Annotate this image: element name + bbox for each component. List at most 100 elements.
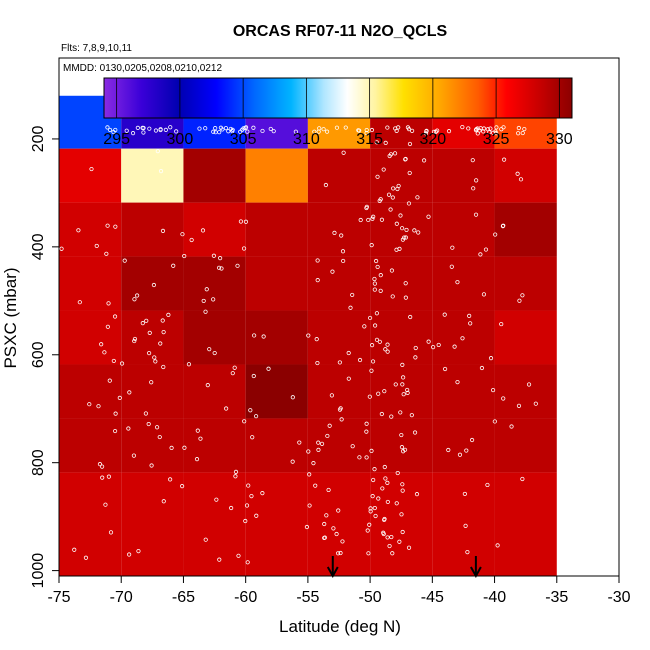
heatmap-cell <box>307 472 371 576</box>
heatmap-cell <box>432 364 495 419</box>
sample-point <box>370 359 376 364</box>
heatmap-cell <box>183 472 246 576</box>
sample-point <box>516 125 521 131</box>
heatmap-cell <box>59 418 122 473</box>
sample-point <box>399 445 405 450</box>
sample-point <box>218 256 223 261</box>
colorbar-tick-label: 330 <box>546 131 573 148</box>
sample-point <box>316 129 321 134</box>
sample-point <box>105 324 110 329</box>
heatmap-cell <box>494 310 557 365</box>
sample-point <box>182 253 187 259</box>
sample-point <box>244 503 250 508</box>
sample-point <box>96 404 101 409</box>
sample-point <box>399 512 404 517</box>
sample-point <box>329 393 334 398</box>
sample-point <box>455 379 460 385</box>
sample-point <box>401 375 406 380</box>
sample-point <box>322 521 327 527</box>
colorbar-tick-label: 315 <box>356 131 383 148</box>
heatmap-cell <box>494 202 557 257</box>
sample-point <box>374 258 379 264</box>
sample-point <box>119 361 125 366</box>
sample-point <box>386 192 392 197</box>
heatmap-cell <box>121 364 184 419</box>
sample-point <box>455 280 460 285</box>
sample-point <box>481 129 486 134</box>
heatmap-cell <box>370 148 433 203</box>
sample-point <box>404 227 409 233</box>
x-axis: -75 -70 -65 -60 -55 -50 -45 -40 -35 -30 <box>47 576 631 606</box>
heatmap-cell <box>121 148 184 203</box>
sample-point <box>226 129 231 134</box>
sample-point <box>390 195 395 200</box>
sample-point <box>340 539 345 544</box>
sample-point <box>400 488 405 493</box>
heatmap-cell <box>59 310 122 365</box>
sample-point <box>348 305 353 310</box>
heatmap-cell <box>121 418 184 473</box>
sample-point <box>252 333 257 338</box>
sample-point <box>146 350 152 356</box>
sample-point <box>375 264 380 270</box>
sample-point <box>268 126 273 132</box>
sample-point <box>203 126 208 131</box>
x-tick-label: -60 <box>234 589 257 606</box>
sample-point <box>397 246 402 251</box>
sample-point <box>153 359 158 364</box>
sample-point <box>111 358 116 364</box>
sample-point <box>375 174 380 179</box>
sample-point <box>334 125 340 130</box>
heatmap-cell <box>121 256 184 311</box>
sample-point <box>293 129 298 134</box>
sample-point <box>152 355 157 360</box>
sample-point <box>402 235 407 240</box>
sample-point <box>108 530 114 535</box>
sample-point <box>204 287 209 292</box>
sample-point <box>364 130 369 136</box>
sample-point <box>357 128 362 133</box>
heatmap-cell <box>59 256 122 311</box>
heatmap-cell <box>183 256 246 311</box>
sample-point <box>387 543 392 549</box>
sample-point <box>242 419 247 424</box>
sample-point <box>97 462 103 467</box>
heatmap-cell <box>183 202 246 257</box>
y-axis: 200 400 600 800 1000 <box>30 125 59 588</box>
sample-point <box>369 127 375 133</box>
sample-point <box>400 362 405 367</box>
sample-point <box>403 235 408 240</box>
sample-point <box>158 341 163 346</box>
sample-point <box>406 127 412 132</box>
sample-point <box>189 237 194 243</box>
x-tick-label: -40 <box>483 589 506 606</box>
sample-point <box>372 281 377 286</box>
heatmap-cell <box>432 472 495 576</box>
sample-point <box>370 343 375 348</box>
x-tick-label: -55 <box>296 589 319 606</box>
sample-point <box>488 126 493 131</box>
sample-point <box>426 214 431 219</box>
sample-point <box>372 467 377 472</box>
sample-point <box>112 314 118 319</box>
sample-point <box>501 157 507 162</box>
sample-point <box>154 425 160 430</box>
sample-point <box>233 474 238 479</box>
sample-point <box>107 378 112 383</box>
sample-point <box>112 428 118 434</box>
sample-point <box>157 434 162 440</box>
y-tick-label: 600 <box>30 341 47 368</box>
sample-point <box>132 297 137 302</box>
sample-point <box>147 330 152 335</box>
heatmap-cell <box>307 364 371 419</box>
sample-point <box>132 338 137 344</box>
sample-point <box>385 480 390 485</box>
sample-point <box>380 486 385 491</box>
sample-point <box>155 149 160 154</box>
chart-title: ORCAS RF07-11 N2O_QCLS <box>233 23 448 40</box>
colorbar-tick-label: 310 <box>293 131 320 148</box>
sample-point <box>381 531 386 537</box>
sample-point <box>151 282 157 288</box>
sample-point <box>260 128 265 134</box>
sample-point <box>161 330 166 335</box>
